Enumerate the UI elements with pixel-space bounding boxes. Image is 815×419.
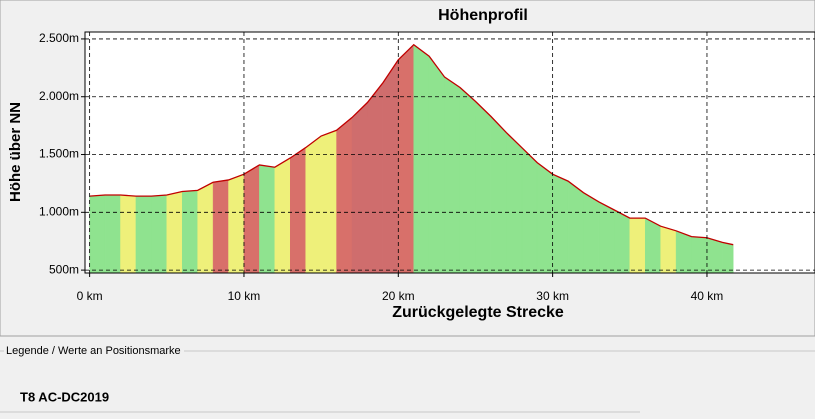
y-tick-label: 2.000m [39, 89, 79, 103]
slope-segment [135, 195, 152, 274]
slope-segment [660, 225, 677, 274]
slope-segment [398, 44, 414, 274]
slope-segment [274, 157, 291, 274]
x-tick-label: 30 km [536, 289, 569, 303]
slope-segment [506, 131, 523, 274]
slope-segment [212, 179, 229, 274]
slope-segment [583, 192, 600, 274]
slope-segment [151, 194, 168, 274]
track-name: T8 AC-DC2019 [20, 389, 109, 404]
slope-segment [336, 117, 353, 274]
slope-segment [243, 164, 260, 274]
y-axis-label: Höhe über NN [7, 102, 24, 202]
panel-title: Legende / Werte an Positionsmarke [6, 345, 181, 357]
chart-title: Höhenprofil [438, 7, 528, 24]
y-tick-label: 500m [49, 262, 79, 276]
y-tick-label: 2.500m [39, 31, 79, 45]
slope-segment [181, 190, 198, 274]
slope-segment [459, 86, 476, 274]
slope-segment [722, 242, 734, 274]
slope-segment [104, 194, 121, 274]
slope-segment [521, 146, 538, 274]
slope-segment [675, 230, 692, 274]
slope-segment [444, 76, 461, 274]
x-tick-label: 0 km [77, 289, 103, 303]
slope-segment [428, 55, 445, 274]
y-tick-label: 1.000m [39, 204, 79, 218]
group-box-label-bg [4, 344, 184, 358]
slope-segment [197, 181, 214, 274]
slope-segment [413, 44, 430, 274]
slope-segment [305, 135, 322, 274]
slope-segment [536, 162, 553, 274]
slope-segment [629, 217, 646, 274]
slope-segment [644, 217, 661, 274]
slope-segment [552, 173, 569, 274]
slope-segment [351, 101, 368, 274]
slope-segment [120, 194, 137, 274]
slope-segment [706, 237, 723, 274]
slope-segment [290, 147, 306, 274]
slope-segment [490, 115, 507, 274]
slope-segment [259, 164, 276, 274]
x-axis-label: Zurückgelegte Strecke [392, 304, 564, 321]
plot-border [84, 31, 815, 274]
slope-segment [614, 209, 631, 274]
elevation-line [89, 43, 734, 246]
slope-segment [567, 180, 584, 274]
x-tick-label: 10 km [228, 289, 261, 303]
y-tick-label: 1.500m [39, 147, 79, 161]
slope-segment [367, 82, 384, 274]
slope-segment [691, 236, 708, 274]
x-tick-label: 20 km [382, 289, 415, 303]
slope-segment [475, 100, 492, 274]
slope-segment [166, 191, 183, 274]
x-tick-label: 40 km [691, 289, 724, 303]
slope-segment [320, 129, 337, 274]
slope-segment [382, 58, 399, 274]
slope-segment [228, 173, 245, 274]
slope-segment [89, 194, 106, 274]
